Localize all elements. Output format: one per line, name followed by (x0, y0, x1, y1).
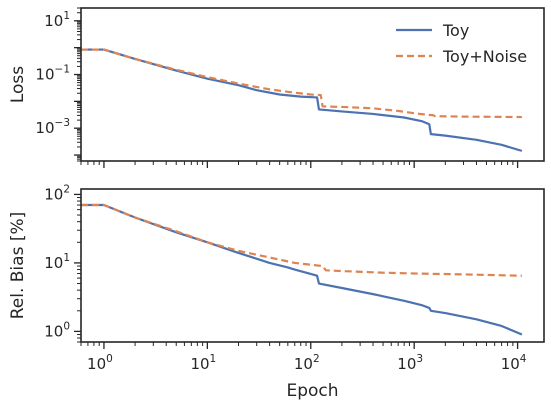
x-axis-label: Epoch (286, 381, 338, 401)
y-tick-label: 100 (44, 320, 70, 340)
y-tick-label: 10−3 (35, 117, 70, 137)
rel-bias-panel: 102 101 100 100 101 102 103 104 Rel. Bias [%] Epo… (8, 183, 545, 401)
axes-frame (80, 188, 545, 343)
x-tick-label: 100 (87, 353, 113, 373)
legend-label: Toy (442, 21, 469, 40)
legend-label: Toy+Noise (442, 47, 527, 66)
y-tick-label: 101 (44, 252, 70, 272)
series-line-toy (81, 203, 523, 336)
y-axis-label: Loss (8, 66, 28, 103)
x-tick-label: 101 (190, 353, 216, 373)
series-line-toy-noise (81, 203, 522, 277)
loss-panel: 101 10−1 10−3 Loss Toy Toy+Noise (8, 7, 545, 168)
legend: Toy Toy+Noise (396, 21, 527, 66)
y-tick-label: 10−1 (35, 64, 70, 84)
axes-frame (80, 7, 545, 162)
y-tick-label: 101 (44, 10, 70, 30)
series-line-toy-noise (81, 48, 522, 119)
x-tick-label: 102 (294, 353, 320, 373)
x-tick-label: 103 (397, 353, 423, 373)
y-tick-label: 102 (44, 183, 70, 203)
series-line-toy (81, 48, 523, 152)
y-axis-label: Rel. Bias [%] (8, 212, 28, 320)
x-tick-label: 104 (501, 353, 527, 373)
